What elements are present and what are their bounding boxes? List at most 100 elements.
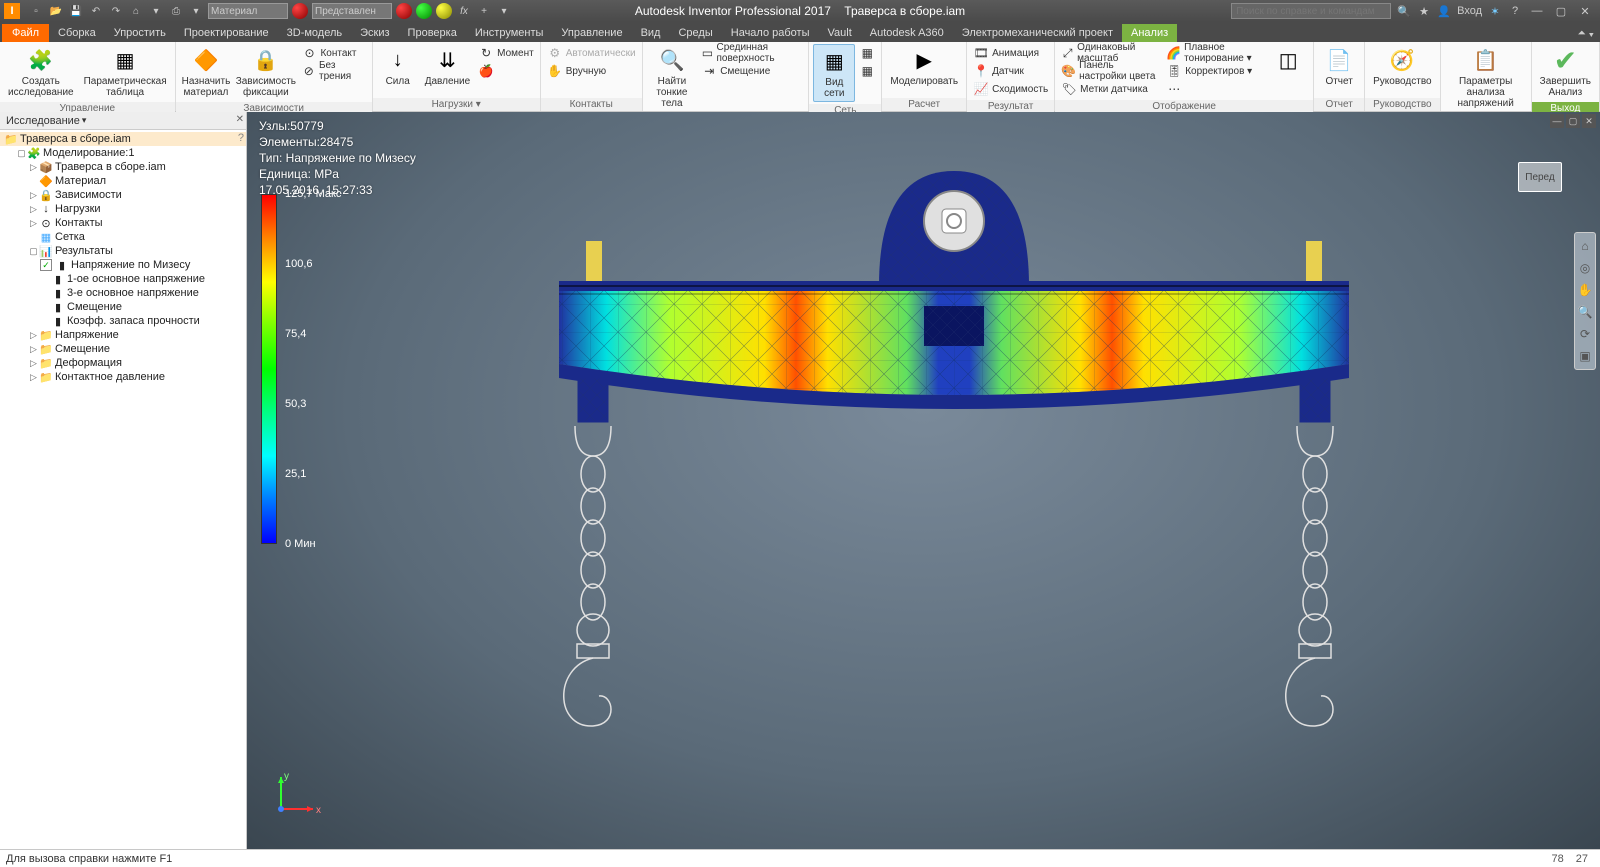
open-icon[interactable]: 📂 [48,3,64,19]
tree-loads[interactable]: ▷↓Нагрузки [0,202,246,216]
viewport-max-icon[interactable]: ▢ [1566,114,1580,128]
nav-steering-icon[interactable]: ◎ [1575,258,1595,278]
graphics-viewport[interactable]: — ▢ ✕ Узлы:50779 Элементы:28475 Тип: Нап… [247,112,1600,849]
tree-mesh[interactable]: ▦Сетка [0,230,246,244]
tab-Вид[interactable]: Вид [632,24,670,42]
manual-contacts-button[interactable]: ✋Вручную [545,62,638,80]
color-ball-yellow-icon[interactable] [436,3,452,19]
tab-Эскиз[interactable]: Эскиз [351,24,398,42]
tab-Управление[interactable]: Управление [552,24,631,42]
report-button[interactable]: 📄Отчет [1318,44,1360,89]
minimize-button[interactable]: — [1528,3,1546,19]
plus-icon[interactable]: + [476,3,492,19]
qat-expand-icon[interactable]: ▾ [496,3,512,19]
help-icon[interactable]: ? [1508,4,1522,18]
close-button[interactable]: ✕ [1576,3,1594,19]
tree-results[interactable]: ▢📊Результаты [0,244,246,258]
tab-Электромеханический проект[interactable]: Электромеханический проект [953,24,1122,42]
star-icon[interactable]: ★ [1417,4,1431,18]
home-icon[interactable]: ⌂ [128,3,144,19]
save-icon[interactable]: 💾 [68,3,84,19]
help-search-input[interactable] [1231,3,1391,19]
probe-labels-button[interactable]: 🏷Метки датчика [1059,80,1162,98]
color-ball-red-icon[interactable] [396,3,412,19]
color-ball-green-icon[interactable] [416,3,432,19]
tab-Среды[interactable]: Среды [669,24,721,42]
tree-simulation[interactable]: ▢🧩Моделирование:1 [0,146,246,160]
browser-header[interactable]: Исследование▾ [0,112,246,130]
redo-icon[interactable]: ↷ [108,3,124,19]
tree-result-disp[interactable]: ▮Смещение [0,300,246,314]
appearance-dropdown[interactable]: Представлен [312,3,392,19]
display-style-button[interactable]: ◫ [1267,44,1309,76]
browser-close-icon[interactable]: ✕ [236,114,244,125]
tab-Проектирование[interactable]: Проектирование [175,24,278,42]
tab-Vault[interactable]: Vault [819,24,861,42]
tree-result-sf[interactable]: ▮Коэфф. запаса прочности [0,314,246,328]
tree-result-p3[interactable]: ▮3-е основное напряжение [0,286,246,300]
finish-analysis-button[interactable]: ✔Завершить Анализ [1536,44,1595,100]
tree-deform[interactable]: ▷📁Деформация [0,356,246,370]
tree-stress[interactable]: ▷📁Напряжение [0,328,246,342]
assign-material-button[interactable]: 🔶Назначить материал [180,44,233,100]
tree-contact-pressure[interactable]: ▷📁Контактное давление [0,370,246,384]
viewport-close-icon[interactable]: ✕ [1582,114,1596,128]
analysis-settings-button[interactable]: 📋Параметры анализа напряжений [1445,44,1527,111]
tree-contacts[interactable]: ▷⊙Контакты [0,216,246,230]
midsurface-button[interactable]: ▭Срединная поверхность [699,44,804,62]
tree-result-p1[interactable]: ▮1-ое основное напряжение [0,272,246,286]
fx-icon[interactable]: fx [456,3,472,19]
undo-icon[interactable]: ↶ [88,3,104,19]
search-go-icon[interactable]: 🔍 [1397,4,1411,18]
tab-Упростить[interactable]: Упростить [105,24,175,42]
mesh-local-button[interactable]: ▦ [857,62,877,80]
tab-Autodesk A360[interactable]: Autodesk A360 [861,24,953,42]
offset-button[interactable]: ⇥Смещение [699,62,804,80]
gravity-button[interactable]: 🍎 [476,62,536,80]
simulate-button[interactable]: ▶Моделировать [886,44,962,89]
tree-assembly[interactable]: ▷📦Траверса в сборе.iam [0,160,246,174]
mesh-view-button[interactable]: ▦Вид сети [813,44,855,102]
nav-lookat-icon[interactable]: ▣ [1575,346,1595,366]
animation-button[interactable]: 🎞Анимация [971,44,1050,62]
file-tab[interactable]: Файл [2,24,49,42]
color-bar-button[interactable]: 🎨Панель настройки цвета [1059,62,1162,80]
tab-Анализ[interactable]: Анализ [1122,24,1177,42]
nav-pan-icon[interactable]: ✋ [1575,280,1595,300]
tab-Начало работы[interactable]: Начало работы [722,24,819,42]
new-icon[interactable]: ▫ [28,3,44,19]
viewport-min-icon[interactable]: — [1550,114,1564,128]
viewcube[interactable]: Перед [1518,162,1562,192]
pressure-button[interactable]: ⇊Давление [421,44,474,89]
tab-Сборка[interactable]: Сборка [49,24,105,42]
mesh-settings-button[interactable]: ▦ [857,44,877,62]
panel-label-loads[interactable]: Нагрузки ▾ [373,98,540,111]
browser-help-icon[interactable]: ? [238,132,244,144]
print-icon[interactable]: ⎙ [168,3,184,19]
tree-disp2[interactable]: ▷📁Смещение [0,342,246,356]
user-icon[interactable]: 👤 [1437,4,1451,18]
adjust-dropdown[interactable]: 🎚Корректиров ▾ [1164,62,1265,80]
tree-constraints[interactable]: ▷🔒Зависимости [0,188,246,202]
tab-3D-модель[interactable]: 3D-модель [278,24,351,42]
qat-more-icon[interactable]: ▾ [188,3,204,19]
shading-dropdown[interactable]: 🌈Плавное тонирование ▾ [1164,44,1265,62]
parametric-table-button[interactable]: ▦Параметрическая таблица [80,44,171,100]
ribbon-help-icon[interactable]: 🞁 ▾ [1572,29,1600,42]
login-label[interactable]: Вход [1457,5,1482,17]
moment-button[interactable]: ↻Момент [476,44,536,62]
material-dropdown[interactable]: Материал [208,3,288,19]
nav-zoom-icon[interactable]: 🔍 [1575,302,1595,322]
display-more-button[interactable]: ⋯ [1164,80,1265,98]
nav-orbit-icon[interactable]: ⟳ [1575,324,1595,344]
guide-button[interactable]: 🧭Руководство [1369,44,1435,89]
frictionless-button[interactable]: ⊘Без трения [299,62,367,80]
tree-material[interactable]: 🔶Материал [0,174,246,188]
convergence-button[interactable]: 📈Сходимость [971,80,1050,98]
probe-button[interactable]: 📍Датчик [971,62,1050,80]
restore-button[interactable]: ▢ [1552,3,1570,19]
tab-Проверка[interactable]: Проверка [399,24,466,42]
find-thin-bodies-button[interactable]: 🔍Найти тонкие тела [647,44,698,111]
tree-result-vonmises[interactable]: ✓▮Напряжение по Мизесу [0,258,246,272]
auto-contacts-button[interactable]: ⚙Автоматически [545,44,638,62]
